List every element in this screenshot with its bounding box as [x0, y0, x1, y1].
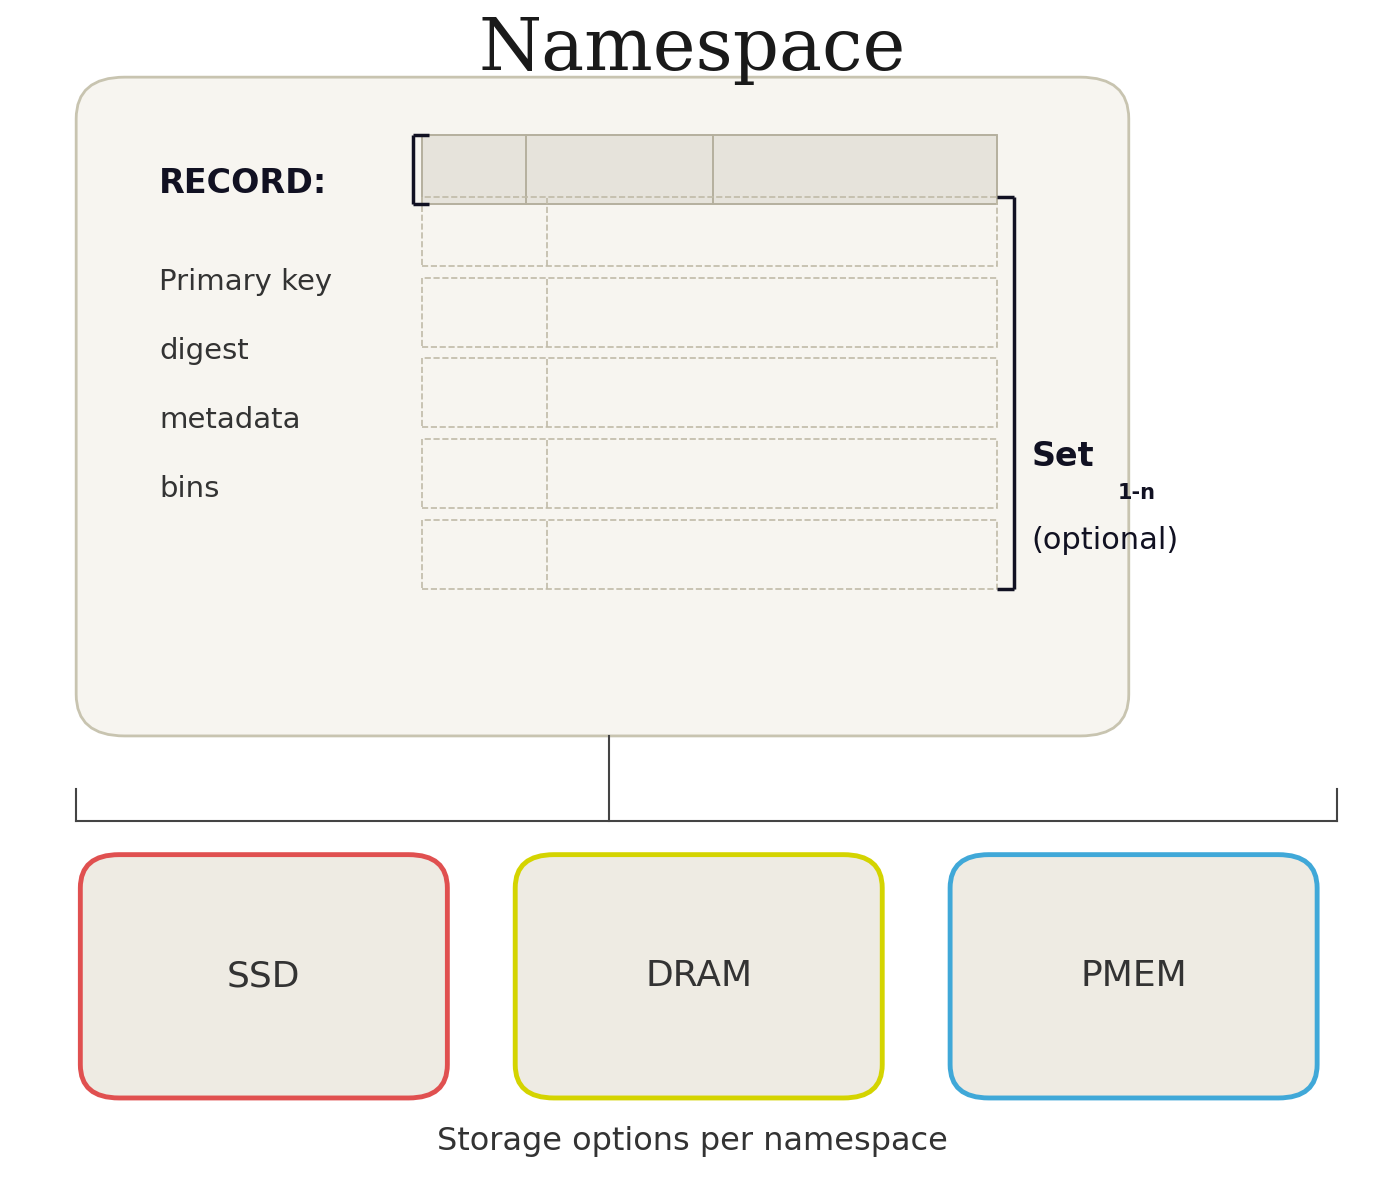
- Text: PMEM: PMEM: [1080, 959, 1187, 994]
- Bar: [422, 358, 997, 427]
- Text: Set: Set: [1032, 440, 1094, 474]
- Text: digest: digest: [159, 337, 249, 366]
- Bar: [713, 135, 997, 204]
- Bar: [422, 278, 997, 347]
- FancyBboxPatch shape: [515, 855, 882, 1098]
- FancyBboxPatch shape: [80, 855, 447, 1098]
- FancyBboxPatch shape: [950, 855, 1317, 1098]
- Text: DRAM: DRAM: [645, 959, 752, 994]
- Text: Namespace: Namespace: [479, 14, 906, 85]
- Text: bins: bins: [159, 475, 220, 503]
- Bar: [422, 520, 997, 589]
- Bar: [422, 135, 526, 204]
- Text: Primary key: Primary key: [159, 268, 332, 297]
- Bar: [422, 439, 997, 508]
- Text: 1-n: 1-n: [1118, 483, 1155, 502]
- Bar: [526, 135, 713, 204]
- Bar: [422, 135, 997, 204]
- FancyBboxPatch shape: [76, 77, 1129, 736]
- Text: (optional): (optional): [1032, 526, 1179, 554]
- Text: SSD: SSD: [227, 959, 301, 994]
- Text: Storage options per namespace: Storage options per namespace: [438, 1126, 947, 1157]
- Bar: [422, 197, 997, 266]
- Text: metadata: metadata: [159, 406, 301, 434]
- Text: RECORD:: RECORD:: [159, 167, 327, 201]
